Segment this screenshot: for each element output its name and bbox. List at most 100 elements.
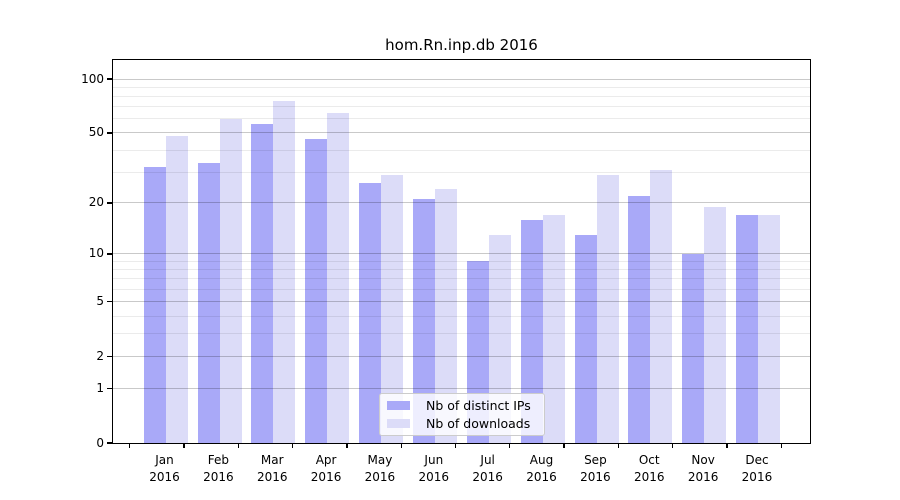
x-label-month: Feb <box>207 453 229 467</box>
x-tick-5 <box>400 443 402 448</box>
x-tick-11 <box>726 443 728 448</box>
x-label-year: 2016 <box>472 470 503 484</box>
gridline-major-50 <box>113 132 810 134</box>
y-tick-label-5: 5 <box>96 294 104 309</box>
y-tick-label-50: 50 <box>88 125 104 140</box>
bar-downloads-apr <box>327 112 350 443</box>
x-tick-3 <box>291 443 294 448</box>
gridline-major-2 <box>113 355 810 357</box>
x-label-year: 2016 <box>633 470 665 484</box>
y-tick-label-10: 10 <box>88 246 104 261</box>
x-tick-9 <box>617 443 620 448</box>
x-label-year: 2016 <box>203 470 234 484</box>
gridline-minor-30 <box>113 171 810 173</box>
gridline-minor-7 <box>113 278 810 280</box>
bar-downloads-jun <box>435 189 457 443</box>
gridline-minor-70 <box>113 106 810 108</box>
x-tick-12 <box>780 443 782 448</box>
y-tick-2 <box>107 355 113 358</box>
bar-ips-jun <box>413 199 435 443</box>
gridline-minor-6 <box>113 289 810 291</box>
bar-ips-apr <box>305 139 328 443</box>
bar-downloads-oct <box>650 169 673 443</box>
legend-label-downloads: Nb of downloads <box>426 415 531 431</box>
y-tick-10 <box>107 253 113 255</box>
bar-downloads-mar <box>273 101 296 443</box>
legend-item-distinct-ips: Nb of distinct IPs <box>387 397 544 413</box>
bar-ips-oct <box>628 195 651 443</box>
legend-swatch-downloads-icon <box>387 419 410 428</box>
y-tick-20 <box>107 202 113 204</box>
x-label-month: Nov <box>691 453 715 467</box>
x-label-month: Oct <box>638 453 660 467</box>
gridline-major-100 <box>113 78 810 80</box>
gridline-major-1 <box>113 387 810 389</box>
x-tick-0 <box>129 443 131 448</box>
gridline-minor-40 <box>113 149 810 151</box>
bar-downloads-may <box>381 174 404 443</box>
x-label-month: Jul <box>480 453 495 467</box>
x-label-month: Dec <box>745 453 769 467</box>
x-tick-2 <box>237 443 239 448</box>
x-tick-label-jun: Jun 2016 <box>402 452 466 486</box>
y-tick-5 <box>107 300 113 303</box>
gridline-major-20 <box>113 202 810 204</box>
x-tick-label-dec: Dec 2016 <box>725 452 789 486</box>
legend-swatch-distinct-ips-icon <box>387 401 410 410</box>
bar-ips-feb <box>197 162 220 443</box>
gridline-minor-8 <box>113 269 810 271</box>
x-tick-label-oct: Oct 2016 <box>617 452 681 486</box>
y-tick-label-100: 100 <box>81 71 104 86</box>
bar-downloads-dec <box>758 215 781 443</box>
x-tick-label-sep: Sep 2016 <box>563 452 627 486</box>
x-tick-label-jan: Jan 2016 <box>133 452 197 486</box>
y-tick-label-20: 20 <box>88 195 104 210</box>
x-tick-label-apr: Apr 2016 <box>294 452 358 486</box>
bar-ips-aug <box>520 219 543 443</box>
plot-area: 0 1 2 5 10 20 50 100 Jan 2016 Feb 2016 Mar 2016 Apr 201… <box>81 59 811 484</box>
bar-downloads-feb <box>219 118 242 443</box>
x-tick-label-may: May 2016 <box>348 452 412 486</box>
y-tick-50 <box>107 132 113 134</box>
gridline-minor-3 <box>113 333 810 335</box>
chart-title: hom.Rn.inp.db 2016 <box>385 36 538 54</box>
x-tick-10 <box>672 443 674 448</box>
x-tick-6 <box>454 443 457 448</box>
bar-downloads-aug <box>542 215 565 443</box>
gridline-minor-60 <box>113 118 810 120</box>
x-label-year: 2016 <box>526 470 557 484</box>
grid-layer <box>113 60 810 443</box>
x-tick-label-aug: Aug 2016 <box>510 452 574 486</box>
bar-ips-nov <box>682 253 705 443</box>
legend-label-distinct-ips: Nb of distinct IPs <box>426 397 531 413</box>
gridline-minor-9 <box>113 260 810 262</box>
y-tick-label-1: 1 <box>96 380 104 395</box>
x-label-month: Sep <box>584 453 607 467</box>
x-tick-1 <box>183 443 185 448</box>
x-label-month: Jan <box>155 453 174 467</box>
bar-ips-mar <box>251 124 274 443</box>
x-label-month: Apr <box>315 453 337 467</box>
x-tick-label-nov: Nov 2016 <box>671 452 735 486</box>
x-label-year: 2016 <box>364 470 396 484</box>
legend-item-downloads: Nb of downloads <box>387 415 544 431</box>
gridline-major-10 <box>113 253 810 255</box>
gridline-minor-4 <box>113 315 810 317</box>
x-tick-8 <box>563 443 565 448</box>
bar-ips-sep <box>574 234 597 443</box>
gridline-minor-80 <box>113 95 810 97</box>
y-tick-1 <box>107 387 113 390</box>
x-label-year: 2016 <box>687 470 719 484</box>
x-tick-4 <box>346 443 348 448</box>
bar-ips-dec <box>736 215 759 443</box>
legend: Nb of distinct IPs Nb of downloads <box>379 393 545 436</box>
x-label-year: 2016 <box>256 470 288 484</box>
bar-ips-jan <box>143 167 166 443</box>
x-label-year: 2016 <box>310 470 342 484</box>
bar-downloads-jan <box>165 136 188 443</box>
axis-layer: 0 1 2 5 10 20 50 100 Jan 2016 Feb 2016 Mar 2016 Apr 201… <box>81 60 810 484</box>
y-tick-100 <box>107 78 113 80</box>
x-label-month: Jun <box>424 453 444 467</box>
x-tick-label-mar: Mar 2016 <box>240 452 304 486</box>
